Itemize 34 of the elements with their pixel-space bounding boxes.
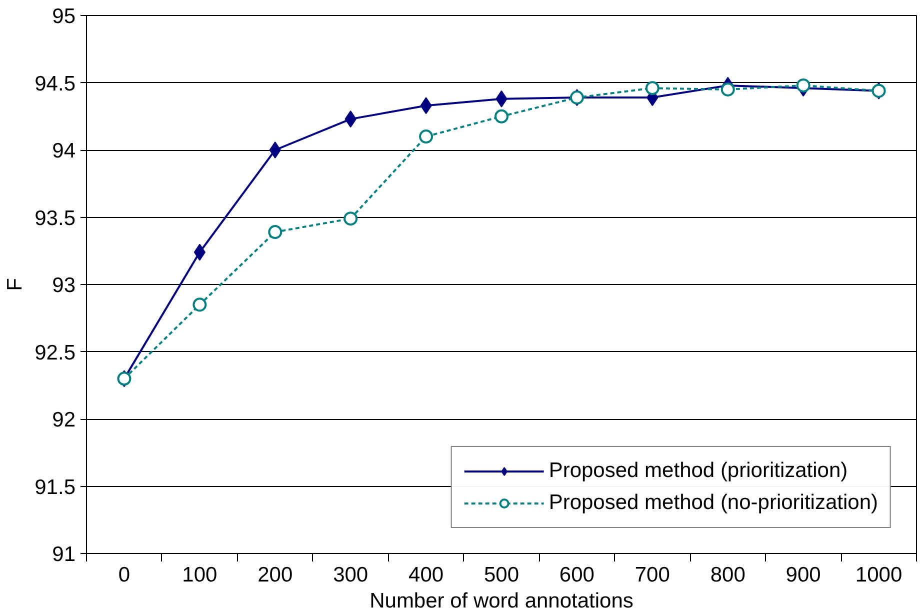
x-tick-label: 0 bbox=[118, 564, 130, 586]
y-tick-label: 91.5 bbox=[34, 476, 76, 499]
y-axis-title: F bbox=[4, 278, 27, 291]
point bbox=[494, 109, 508, 124]
x-tick-label: 600 bbox=[559, 564, 594, 586]
y-tick-label: 91 bbox=[52, 543, 76, 566]
y-tick-label: 92.5 bbox=[34, 341, 76, 364]
point bbox=[796, 78, 810, 92]
x-tick-label: 900 bbox=[786, 564, 821, 586]
y-tick-label: 94 bbox=[52, 140, 76, 162]
y-tick-label: 93 bbox=[52, 274, 76, 297]
x-tick-label: 400 bbox=[408, 564, 444, 586]
legend-label: Proposed method (prioritization) bbox=[548, 459, 848, 483]
point bbox=[192, 298, 207, 312]
point bbox=[194, 244, 206, 261]
x-tick-label: 800 bbox=[710, 564, 746, 586]
y-tick-label: 93.5 bbox=[34, 206, 76, 230]
x-tick-label: 1000 bbox=[855, 564, 902, 586]
x-axis-title: Number of word annotations bbox=[370, 590, 634, 612]
y-tick-label: 94.5 bbox=[34, 72, 76, 96]
x-tick-label: 700 bbox=[634, 564, 670, 586]
point bbox=[720, 82, 735, 96]
point bbox=[645, 81, 660, 96]
x-tick-label: 500 bbox=[484, 564, 520, 586]
x-tick-label: 300 bbox=[333, 564, 368, 586]
point bbox=[269, 142, 281, 158]
point bbox=[419, 130, 434, 144]
point bbox=[268, 225, 282, 240]
x-tick-label: 200 bbox=[258, 564, 293, 586]
point bbox=[344, 212, 358, 226]
y-tick-label: 92 bbox=[52, 408, 76, 432]
x-tick-label: 100 bbox=[182, 564, 218, 586]
y-tick-label: 95 bbox=[52, 5, 76, 28]
legend-label: Proposed method (no-prioritization) bbox=[548, 491, 878, 515]
